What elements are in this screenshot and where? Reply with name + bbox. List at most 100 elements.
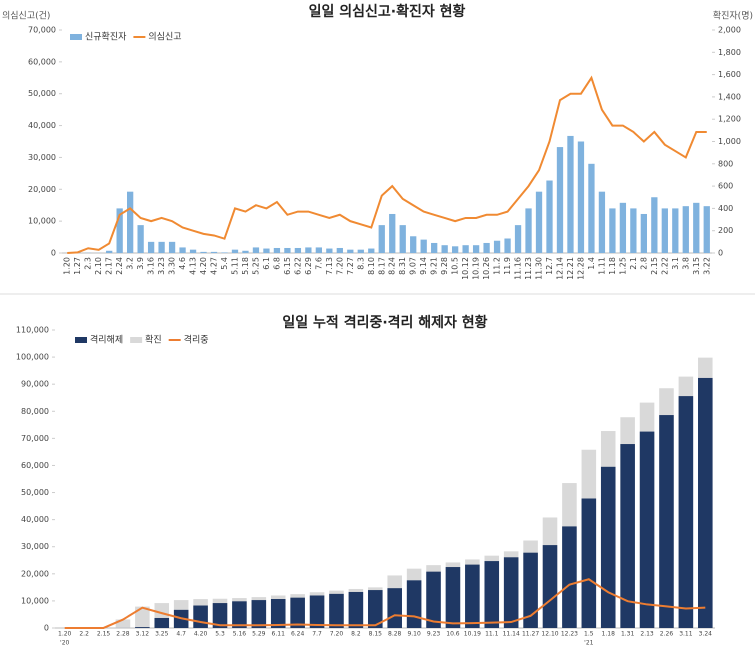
x-tick-label: 7.13 bbox=[325, 257, 334, 275]
x-tick-label: 4.13 bbox=[189, 257, 198, 275]
y-tick-label: 100,000 bbox=[16, 353, 49, 362]
bar bbox=[659, 415, 674, 628]
bar bbox=[420, 239, 427, 253]
y2-tick-label: 1,400 bbox=[718, 92, 741, 101]
y-tick-label: 20,000 bbox=[21, 569, 49, 578]
x-tick-label: 11.23 bbox=[524, 257, 533, 280]
x-tick-label: 11.30 bbox=[535, 257, 544, 280]
x-tick-label: 1.25 bbox=[618, 257, 627, 275]
bar bbox=[357, 249, 364, 253]
bar bbox=[232, 601, 247, 628]
x-tick-label: 8.10 bbox=[367, 257, 376, 275]
bar bbox=[399, 225, 406, 253]
x-tick-label: 4.27 bbox=[210, 257, 219, 275]
bar bbox=[484, 561, 500, 628]
bar bbox=[179, 247, 186, 253]
y-tick-label: 80,000 bbox=[21, 407, 49, 416]
x-tick-label: 11.14 bbox=[503, 631, 520, 638]
bar bbox=[135, 627, 150, 628]
x-tick-label: 7.20 bbox=[330, 631, 344, 638]
bar bbox=[651, 197, 658, 253]
x-tick-label: 5.16 bbox=[233, 631, 247, 638]
chart-title: 일일 누적 격리중·격리 해제자 현황 bbox=[282, 314, 487, 331]
bar bbox=[106, 250, 113, 253]
x-tick-label: 3.30 bbox=[168, 257, 177, 275]
x-tick-label: 10.19 bbox=[472, 257, 481, 280]
legend-label: 격리중 bbox=[184, 334, 209, 346]
x-tick-label: 12.28 bbox=[576, 257, 585, 280]
x-tick-label: 2.15 bbox=[650, 257, 659, 275]
x-tick-label: 3.25 bbox=[155, 631, 169, 638]
y-tick-label: 10,000 bbox=[28, 217, 56, 226]
y-tick-label: 70,000 bbox=[28, 26, 56, 35]
x-tick-label: 2.1 bbox=[629, 257, 638, 270]
bar bbox=[116, 208, 123, 253]
x-tick-label: 3.1 bbox=[671, 257, 680, 270]
x-tick-label: 5.4 bbox=[220, 257, 229, 270]
x-tick-label: 9.14 bbox=[419, 257, 428, 275]
x-tick-label: 7.27 bbox=[346, 257, 355, 275]
x-tick-label: 8.31 bbox=[398, 257, 407, 275]
y-tick-label: 10,000 bbox=[21, 596, 49, 605]
x-tick-label: 2.2 bbox=[79, 631, 89, 638]
bar bbox=[284, 247, 291, 253]
x-tick-label: 8.3 bbox=[356, 257, 365, 270]
x-tick-label: 5.3 bbox=[215, 631, 225, 638]
x-tick-label: 1.18 bbox=[602, 631, 616, 638]
x-tick-label: 10.6 bbox=[446, 631, 460, 638]
bar bbox=[326, 248, 333, 253]
x-tick-label: 9.21 bbox=[430, 257, 439, 275]
y2-tick-label: 800 bbox=[718, 159, 733, 168]
y-tick-label: 20,000 bbox=[28, 185, 56, 194]
x-tick-label: 6.24 bbox=[291, 631, 305, 638]
x-tick-label: 6.15 bbox=[283, 257, 292, 275]
x-tick-label: 1.4 bbox=[587, 257, 596, 270]
y-tick-label: 60,000 bbox=[21, 461, 49, 470]
x-tick-label: 1.11 bbox=[597, 257, 606, 275]
bar bbox=[678, 396, 694, 628]
x-tick-label: 5.29 bbox=[252, 631, 266, 638]
x-tick-label: 10.5 bbox=[451, 257, 460, 275]
x-tick-label: 4.20 bbox=[194, 631, 208, 638]
bar bbox=[672, 208, 679, 253]
y-tick-label: 40,000 bbox=[28, 121, 56, 130]
bar bbox=[309, 595, 325, 628]
y2-tick-label: 600 bbox=[718, 182, 733, 191]
bar bbox=[336, 247, 343, 253]
y-tick-label: 50,000 bbox=[28, 89, 56, 98]
x-tick-label: 10.19 bbox=[464, 631, 481, 638]
bar bbox=[147, 241, 155, 253]
bar bbox=[630, 208, 637, 253]
x-tick-label: 6.1 bbox=[262, 257, 271, 270]
bar bbox=[598, 191, 606, 253]
x-tick-label: 2.17 bbox=[105, 257, 114, 275]
x-tick-label: 3.9 bbox=[136, 257, 145, 270]
x-tick-label: 1.31 bbox=[621, 631, 635, 638]
bar bbox=[329, 593, 344, 628]
x-tick-label: 3.22 bbox=[702, 257, 711, 275]
bar bbox=[525, 208, 532, 253]
bar bbox=[441, 245, 448, 253]
bar bbox=[661, 208, 668, 253]
bar bbox=[158, 241, 165, 253]
x-tick-label: 7.6 bbox=[314, 257, 323, 270]
bar bbox=[535, 191, 543, 253]
y-tick-label: 30,000 bbox=[21, 542, 49, 551]
x-tick-label: 1.20 bbox=[63, 257, 72, 275]
y-tick-label: 60,000 bbox=[28, 57, 56, 66]
y-tick-label: 0 bbox=[51, 249, 56, 258]
bar bbox=[137, 225, 144, 253]
line-series bbox=[64, 578, 706, 629]
bar bbox=[135, 606, 150, 628]
bar bbox=[703, 206, 710, 253]
bar bbox=[348, 591, 364, 628]
bar bbox=[154, 617, 170, 628]
x-tick-label: 6.29 bbox=[304, 257, 313, 275]
bar bbox=[639, 431, 655, 628]
x-tick-label: 4.7 bbox=[176, 631, 186, 638]
bar bbox=[445, 567, 461, 628]
x-tick-label: 9.28 bbox=[440, 257, 449, 275]
x-tick-label: 11.1 bbox=[485, 631, 499, 638]
x-tick-label: 1.5 bbox=[584, 631, 594, 638]
bar bbox=[465, 564, 480, 628]
